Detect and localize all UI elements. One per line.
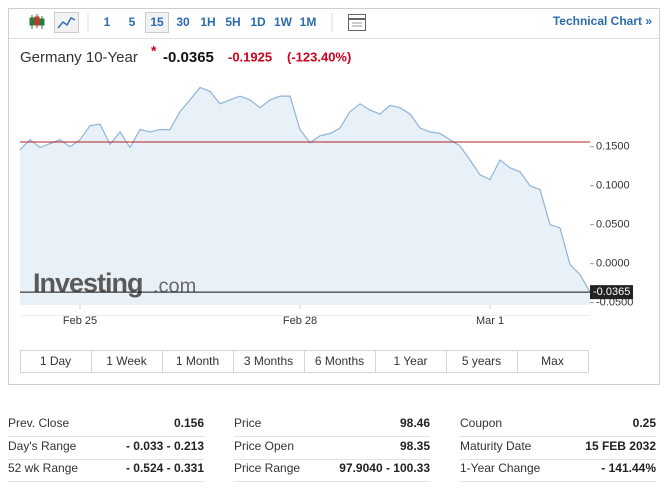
stat-value: 98.46 [400, 416, 430, 430]
interval-button[interactable]: 5 [129, 15, 136, 29]
price-line [19, 86, 591, 293]
interval-button[interactable]: 1H [200, 15, 215, 29]
stat-label: Price [234, 416, 262, 430]
range-label[interactable]: Max [541, 354, 564, 368]
instrument-name: Germany 10-Year [20, 49, 138, 66]
calendar-icon[interactable] [348, 14, 366, 31]
range-button[interactable] [517, 350, 589, 373]
range-label[interactable]: 1 Day [40, 354, 71, 368]
stat-value: 98.35 [400, 439, 430, 453]
interval-button[interactable]: 1W [274, 15, 293, 29]
stat-value: - 141.44% [601, 461, 656, 475]
range-label[interactable]: 6 Months [315, 354, 364, 368]
stat-label: Price Open [234, 439, 294, 453]
last-price: -0.0365 [163, 49, 214, 66]
interval-button[interactable]: 1D [250, 15, 266, 29]
x-tick-label: Mar 1 [476, 315, 504, 327]
y-tick-label: 0.1500 [596, 141, 630, 153]
marker: * [151, 43, 157, 59]
stat-label: Prev. Close [8, 416, 69, 430]
stat-value: 0.156 [174, 416, 204, 430]
line-icon [57, 17, 76, 29]
y-tick-label: 0.0000 [596, 258, 630, 270]
change: -0.1925 [228, 49, 272, 64]
y-tick-label: 0.0500 [596, 219, 630, 231]
range-label[interactable]: 5 years [462, 354, 501, 368]
x-tick-label: Feb 25 [63, 315, 97, 327]
candle-icon[interactable] [29, 14, 45, 29]
stat-label: Day's Range [8, 439, 77, 453]
stat-value: 15 FEB 2032 [585, 439, 656, 453]
stat-label: Coupon [460, 416, 502, 430]
stat-label: 52 wk Range [8, 461, 78, 475]
stat-label: 1-Year Change [460, 461, 541, 475]
change-percent: (-123.40%) [287, 49, 351, 64]
stat-value: 97.9040 - 100.33 [339, 461, 430, 475]
line-icon-box[interactable] [54, 12, 79, 33]
x-tick-label: Feb 28 [283, 315, 317, 327]
interval-button[interactable]: 5H [225, 15, 240, 29]
technical-chart-link[interactable]: Technical Chart » [553, 14, 652, 28]
interval-button[interactable]: 1 [104, 15, 111, 29]
watermark: Investing [33, 268, 143, 298]
y-tick-label: 0.1000 [596, 180, 630, 192]
watermark: .com [153, 275, 196, 297]
stat-value: 0.25 [633, 416, 657, 430]
range-label[interactable]: 3 Months [244, 354, 293, 368]
y-tick-label: -0.0500 [596, 297, 633, 309]
interval-button[interactable]: 15 [150, 15, 164, 29]
interval-active [145, 12, 169, 33]
last-value-box [590, 285, 633, 300]
stat-label: Price Range [234, 461, 300, 475]
range-label[interactable]: 1 Year [393, 354, 427, 368]
range-label[interactable]: 1 Month [176, 354, 219, 368]
stat-label: Maturity Date [460, 439, 532, 453]
stat-value: - 0.033 - 0.213 [126, 439, 204, 453]
range-label[interactable]: 1 Week [106, 354, 147, 368]
interval-button[interactable]: 30 [176, 15, 190, 29]
last-value-label: -0.0365 [593, 286, 630, 298]
interval-button[interactable]: 1M [300, 15, 317, 29]
stat-value: - 0.524 - 0.331 [126, 461, 204, 475]
